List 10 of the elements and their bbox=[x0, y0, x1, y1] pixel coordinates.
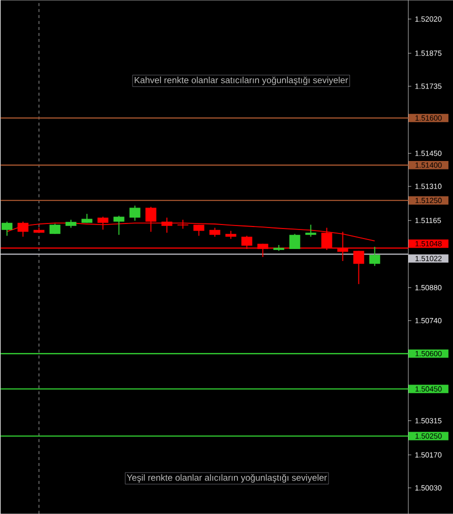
candlestick bbox=[305, 224, 316, 238]
candlestick bbox=[129, 205, 140, 222]
candlestick bbox=[49, 223, 60, 234]
annotation: Kahvel renkte olanlar satıcıların yoğunlaştığı seviyeler bbox=[134, 76, 348, 86]
candlestick bbox=[113, 215, 124, 236]
annotation: Yeşil renkte olanlar alıcıların yoğunlaştığı seviyeler bbox=[126, 474, 327, 483]
candlestick bbox=[369, 246, 380, 266]
candlestick bbox=[353, 250, 364, 285]
candlestick bbox=[1, 221, 12, 236]
candlestick bbox=[289, 233, 300, 250]
